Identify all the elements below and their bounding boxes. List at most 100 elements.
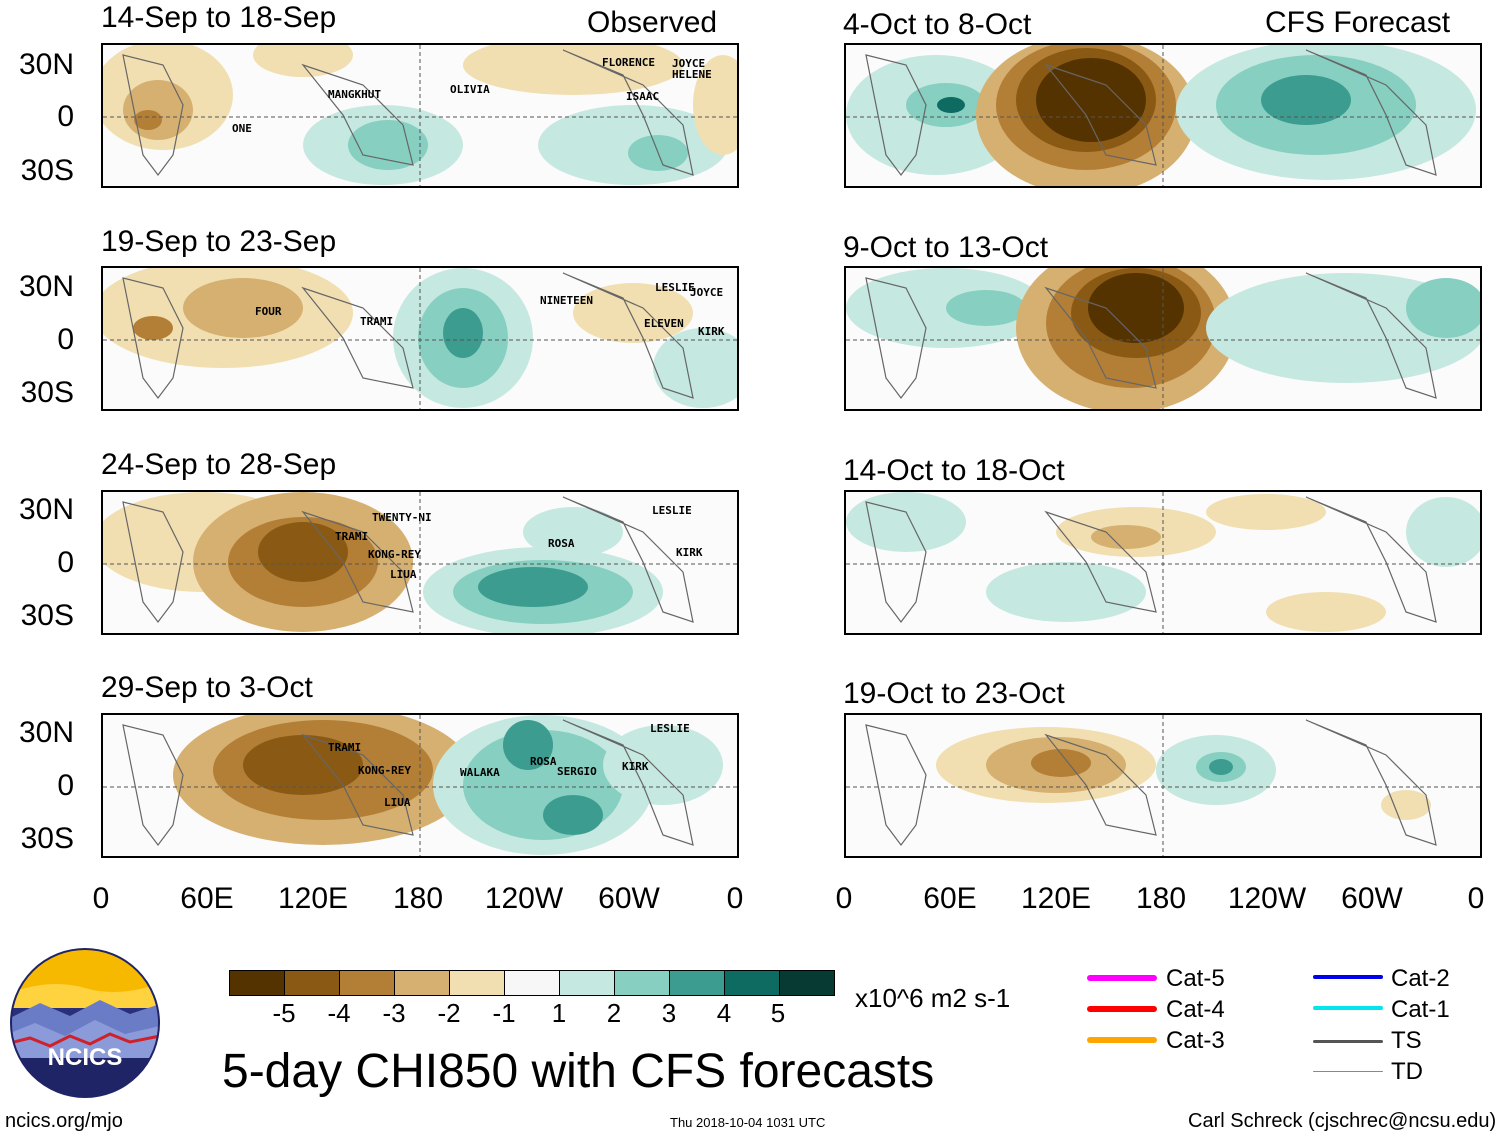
storm-label: LESLIE: [655, 281, 695, 294]
storm-label: ROSA: [548, 537, 575, 550]
colorbar-tick: -2: [437, 998, 461, 1028]
x-tick-0-right-edge: 0: [1467, 882, 1485, 915]
storm-label: OLIVIA: [450, 83, 490, 96]
y-tick-30n-1: 30N: [18, 48, 74, 81]
legend-td-line: [1313, 1071, 1383, 1072]
colorbar-swatch: [670, 971, 725, 995]
storm-label: TRAMI: [328, 741, 362, 754]
colorbar-swatch: [450, 971, 505, 995]
storm-label: FOUR: [255, 305, 282, 318]
colorbar-swatch: [505, 971, 560, 995]
y-tick-eq-2: 0: [57, 323, 74, 356]
observed-panel-4-title: 29-Sep to 3-Oct: [101, 671, 313, 704]
storm-label: KONG-REY: [358, 764, 411, 777]
x-tick-60w-right: 60W: [1341, 882, 1403, 915]
x-tick-0-right-edge-left: 0: [726, 882, 744, 915]
colorbar-swatch: [395, 971, 450, 995]
storm-label: NINETEEN: [540, 294, 593, 307]
storm-label: LESLIE: [650, 722, 690, 735]
x-tick-60w-left: 60W: [598, 882, 660, 915]
storm-label: ONE: [232, 122, 252, 135]
colorbar-tick: -3: [382, 998, 406, 1028]
forecast-map-2: [844, 266, 1482, 411]
x-tick-120w-right: 120W: [1227, 882, 1307, 915]
footer-timestamp: Thu 2018-10-04 1031 UTC: [670, 1115, 826, 1130]
colorbar: [229, 970, 835, 996]
forecast-map-1: [844, 43, 1482, 188]
forecast-label: CFS Forecast: [1265, 6, 1451, 39]
colorbar-unit: x10^6 m2 s-1: [855, 983, 1011, 1013]
storm-label: WALAKA: [460, 766, 500, 779]
legend-ts-label: TS: [1391, 1027, 1422, 1054]
storm-label: MANGKHUT: [328, 88, 381, 101]
colorbar-swatch: [560, 971, 615, 995]
colorbar-tick: 5: [770, 998, 786, 1028]
observed-label: Observed: [587, 6, 718, 39]
y-tick-30n-2: 30N: [18, 270, 74, 303]
observed-map-3: [101, 490, 739, 635]
y-tick-30n-4: 30N: [18, 716, 74, 749]
y-tick-30s-3: 30S: [20, 599, 74, 632]
storm-label: HELENE: [672, 68, 712, 81]
forecast-panel-4-title: 19-Oct to 23-Oct: [843, 677, 1065, 710]
colorbar-tick: 4: [716, 998, 732, 1028]
x-tick-120w-left: 120W: [484, 882, 564, 915]
legend-cat5-label: Cat-5: [1166, 965, 1225, 992]
storm-label: LIUA: [384, 796, 411, 809]
storm-label: ROSA: [530, 755, 557, 768]
storm-label: KIRK: [676, 546, 703, 559]
legend-cat1-line: [1313, 1006, 1383, 1010]
legend-cat4-label: Cat-4: [1166, 996, 1225, 1023]
storm-label: LESLIE: [652, 504, 692, 517]
footer-author: Carl Schreck (cjschrec@ncsu.edu): [1188, 1110, 1497, 1132]
storm-label: ISAAC: [626, 90, 660, 103]
forecast-panel-1-title: 4-Oct to 8-Oct: [843, 8, 1032, 41]
legend-cat3-line: [1087, 1037, 1157, 1043]
forecast-panel-2-title: 9-Oct to 13-Oct: [843, 231, 1049, 264]
storm-label: KIRK: [622, 760, 649, 773]
x-tick-60e-left: 60E: [180, 882, 234, 915]
observed-panel-3-title: 24-Sep to 28-Sep: [101, 448, 337, 481]
x-tick-0-left: 0: [92, 882, 110, 915]
observed-map-1: [101, 43, 739, 188]
forecast-panel-3-title: 14-Oct to 18-Oct: [843, 454, 1065, 487]
storm-label: TWENTY-NI: [372, 511, 432, 524]
forecast-map-4: [844, 713, 1482, 858]
observed-panel-1-title: 14-Sep to 18-Sep: [101, 1, 337, 34]
colorbar-swatch: [780, 971, 834, 995]
colorbar-swatch: [230, 971, 285, 995]
colorbar-swatch: [285, 971, 340, 995]
legend-cat1-label: Cat-1: [1391, 996, 1450, 1023]
legend-td-label: TD: [1391, 1058, 1423, 1085]
colorbar-swatch: [615, 971, 670, 995]
storm-label: KIRK: [698, 325, 725, 338]
storm-label: JOYCE: [690, 286, 724, 299]
colorbar-tick: -5: [272, 998, 296, 1028]
observed-map-4: [101, 713, 739, 858]
x-tick-60e-right: 60E: [923, 882, 977, 915]
storm-label: FLORENCE: [602, 56, 655, 69]
x-tick-180-left: 180: [392, 882, 444, 915]
y-tick-30s-1: 30S: [20, 154, 74, 187]
y-tick-eq-4: 0: [57, 769, 74, 802]
footer-url: ncics.org/mjo: [5, 1110, 123, 1132]
colorbar-swatch: [725, 971, 780, 995]
storm-label: TRAMI: [335, 530, 369, 543]
x-tick-0-right: 0: [835, 882, 853, 915]
y-tick-30s-4: 30S: [20, 822, 74, 855]
forecast-map-3: [844, 490, 1482, 635]
storm-label: JOYCE: [672, 57, 706, 70]
y-tick-eq-3: 0: [57, 546, 74, 579]
y-tick-30n-3: 30N: [18, 493, 74, 526]
colorbar-tick: -1: [492, 998, 516, 1028]
legend-cat4-line: [1087, 1006, 1157, 1012]
legend-cat2-label: Cat-2: [1391, 965, 1450, 992]
observed-map-2: [101, 266, 739, 411]
legend-cat2-line: [1313, 975, 1383, 979]
y-tick-eq-1: 0: [57, 100, 74, 133]
storm-label: KONG-REY: [368, 548, 421, 561]
legend-cat3-label: Cat-3: [1166, 1027, 1225, 1054]
x-tick-120e-left: 120E: [277, 882, 349, 915]
y-tick-30s-2: 30S: [20, 376, 74, 409]
storm-label: SERGIO: [557, 765, 597, 778]
